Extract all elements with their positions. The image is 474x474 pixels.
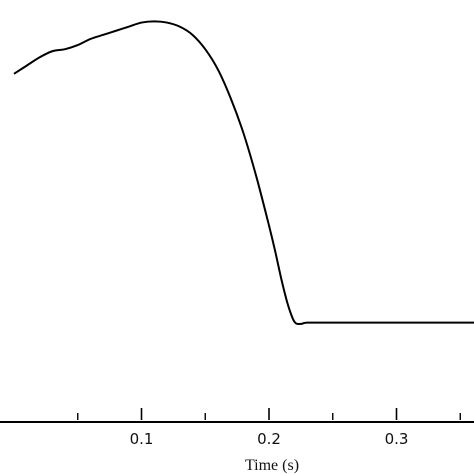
- x-axis-label: Time (s): [245, 457, 299, 474]
- x-tick-label: 0.3: [385, 430, 409, 448]
- x-tick-label: 0.1: [130, 430, 154, 448]
- x-tick-label: 0.2: [257, 430, 281, 448]
- x-axis-tick-labels: 0.1 0.2 0.3: [130, 430, 409, 448]
- series-line: [13, 20, 474, 326]
- plot-frame: [0, 421, 474, 423]
- x-axis-ticks: [77, 408, 461, 420]
